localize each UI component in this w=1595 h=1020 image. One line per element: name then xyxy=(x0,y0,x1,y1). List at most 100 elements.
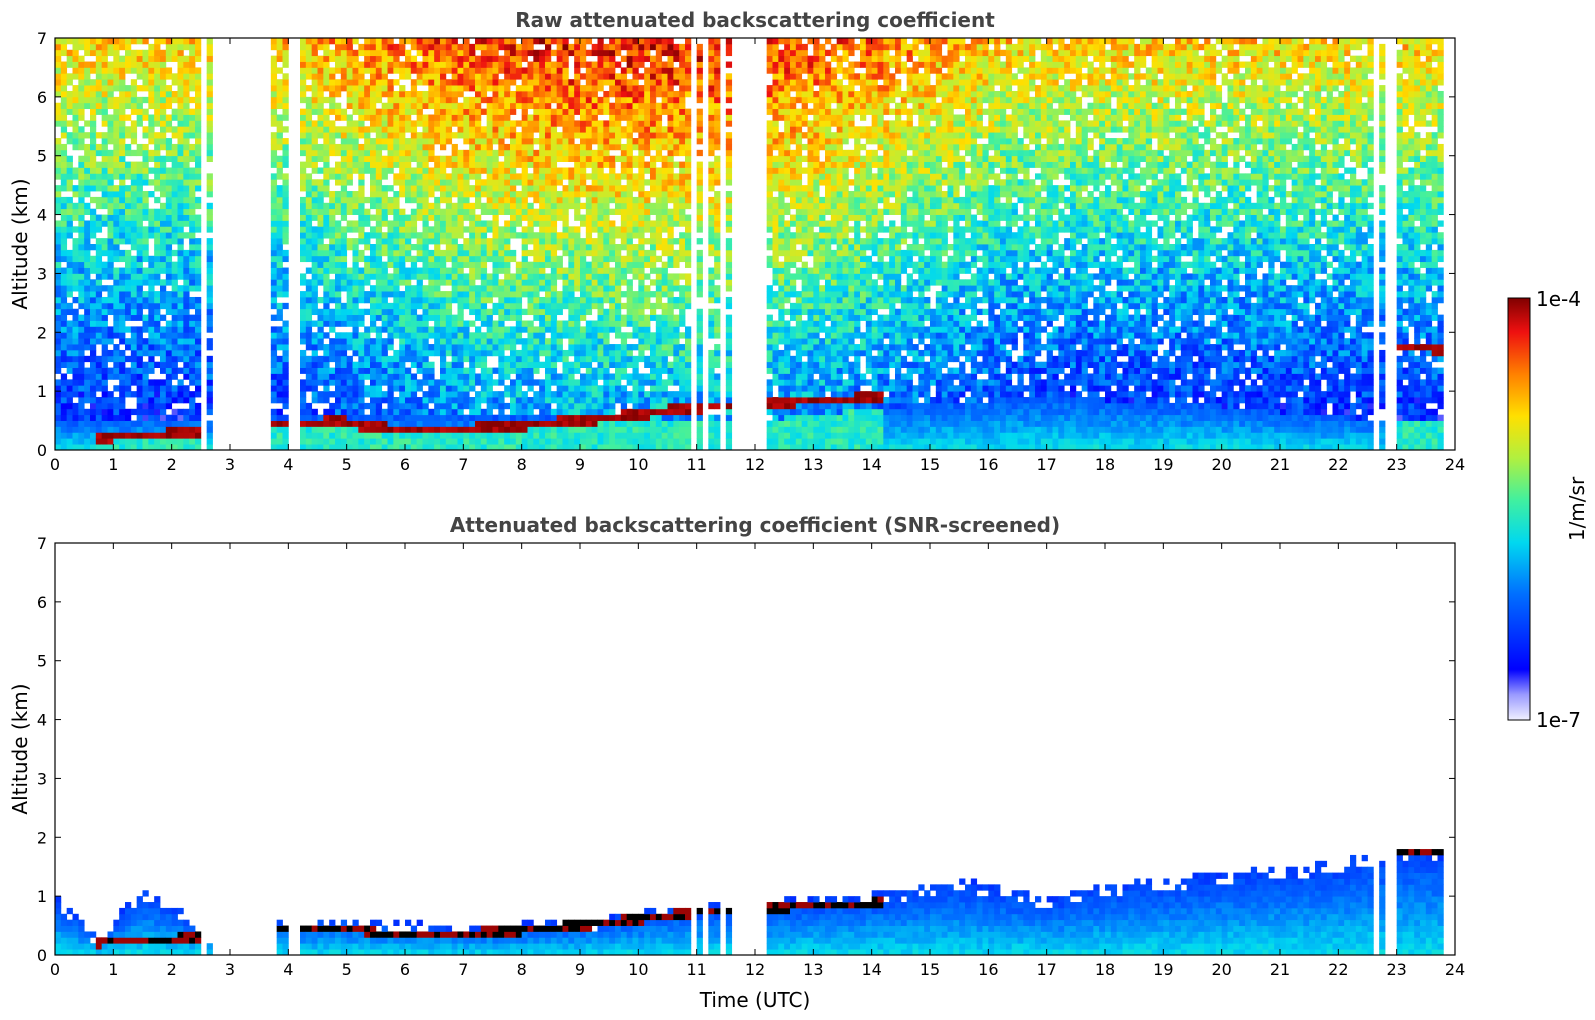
raw-cell xyxy=(422,332,429,339)
raw-cell xyxy=(440,73,447,80)
raw-cell xyxy=(84,326,91,333)
raw-cell xyxy=(160,267,167,274)
raw-cell xyxy=(568,414,575,421)
raw-cell xyxy=(136,397,143,404)
raw-cell xyxy=(154,132,161,139)
raw-cell xyxy=(119,414,126,421)
raw-cell xyxy=(311,438,318,445)
raw-cell xyxy=(364,55,371,62)
raw-cell xyxy=(393,61,400,68)
raw-cell xyxy=(434,314,441,321)
raw-cell xyxy=(107,114,114,121)
raw-cell xyxy=(95,149,103,157)
raw-cell xyxy=(521,379,528,386)
raw-cell xyxy=(311,432,318,439)
raw-cell xyxy=(270,214,278,221)
raw-cell xyxy=(55,143,62,151)
raw-cell xyxy=(72,261,79,268)
raw-cell xyxy=(148,391,155,398)
raw-cell xyxy=(585,249,593,257)
raw-cell xyxy=(300,90,307,98)
raw-cell xyxy=(498,344,505,351)
raw-cell xyxy=(375,238,383,245)
raw-cell xyxy=(580,302,587,310)
raw-cell xyxy=(154,308,161,316)
raw-cell xyxy=(160,249,167,257)
raw-cell xyxy=(510,308,517,316)
raw-cell xyxy=(521,308,528,316)
raw-cell xyxy=(311,385,318,392)
raw-cell xyxy=(434,90,441,98)
raw-cell xyxy=(492,38,499,45)
raw-cell xyxy=(393,379,400,386)
raw-cell xyxy=(125,173,132,180)
raw-cell xyxy=(486,120,493,127)
raw-cell xyxy=(510,291,517,298)
raw-cell xyxy=(393,438,400,445)
raw-cell xyxy=(480,161,488,168)
raw-cell xyxy=(550,261,558,268)
raw-cell xyxy=(422,367,429,374)
raw-cell xyxy=(539,326,546,333)
raw-cell xyxy=(375,61,383,68)
raw-cell xyxy=(206,279,213,286)
raw-cell xyxy=(521,391,528,398)
raw-cell xyxy=(55,161,62,168)
raw-cell xyxy=(457,49,464,57)
raw-cell xyxy=(515,49,523,57)
raw-cell xyxy=(305,379,313,386)
raw-cell xyxy=(550,379,558,386)
raw-cell xyxy=(364,167,371,174)
raw-cell xyxy=(580,185,587,192)
raw-cell xyxy=(183,208,190,215)
raw-cell xyxy=(72,85,79,92)
raw-cell xyxy=(340,43,348,51)
raw-cell xyxy=(393,232,400,239)
raw-cell xyxy=(527,379,534,386)
raw-cell xyxy=(78,238,85,245)
raw-cell xyxy=(78,285,85,292)
raw-cell xyxy=(160,102,167,110)
raw-cell xyxy=(527,185,534,192)
raw-cell xyxy=(119,191,126,198)
raw-cell xyxy=(463,85,470,92)
raw-cell xyxy=(346,308,353,316)
raw-cell xyxy=(504,426,511,433)
raw-cell xyxy=(562,414,569,421)
raw-cell xyxy=(276,226,283,233)
raw-cell xyxy=(434,138,441,145)
raw-cell xyxy=(539,202,546,210)
raw-cell xyxy=(416,238,423,245)
raw-cell xyxy=(177,79,184,86)
raw-cell xyxy=(498,255,505,263)
raw-cell xyxy=(282,373,289,380)
raw-cell xyxy=(568,143,575,151)
raw-cell xyxy=(370,167,377,174)
raw-cell xyxy=(329,143,336,151)
raw-cell xyxy=(130,49,138,57)
raw-cell xyxy=(95,226,103,233)
raw-cell xyxy=(72,273,79,280)
raw-cell xyxy=(189,285,196,292)
raw-cell xyxy=(183,90,190,98)
raw-cell xyxy=(305,173,313,180)
raw-cell xyxy=(585,138,593,145)
raw-cell xyxy=(142,420,149,427)
raw-cell xyxy=(119,67,126,74)
raw-cell xyxy=(317,185,324,192)
raw-cell xyxy=(486,414,493,421)
raw-cell xyxy=(282,214,289,221)
raw-cell xyxy=(463,432,470,439)
raw-cell xyxy=(305,244,313,251)
raw-cell xyxy=(375,173,383,180)
raw-cell xyxy=(329,90,336,98)
raw-cell xyxy=(125,55,132,62)
raw-cell xyxy=(352,402,359,410)
raw-cell xyxy=(317,296,324,304)
raw-cell xyxy=(206,179,213,186)
raw-cell xyxy=(562,167,569,174)
raw-cell xyxy=(84,38,91,45)
raw-cell xyxy=(370,414,377,421)
raw-cell xyxy=(90,314,97,321)
raw-cell xyxy=(107,244,114,251)
